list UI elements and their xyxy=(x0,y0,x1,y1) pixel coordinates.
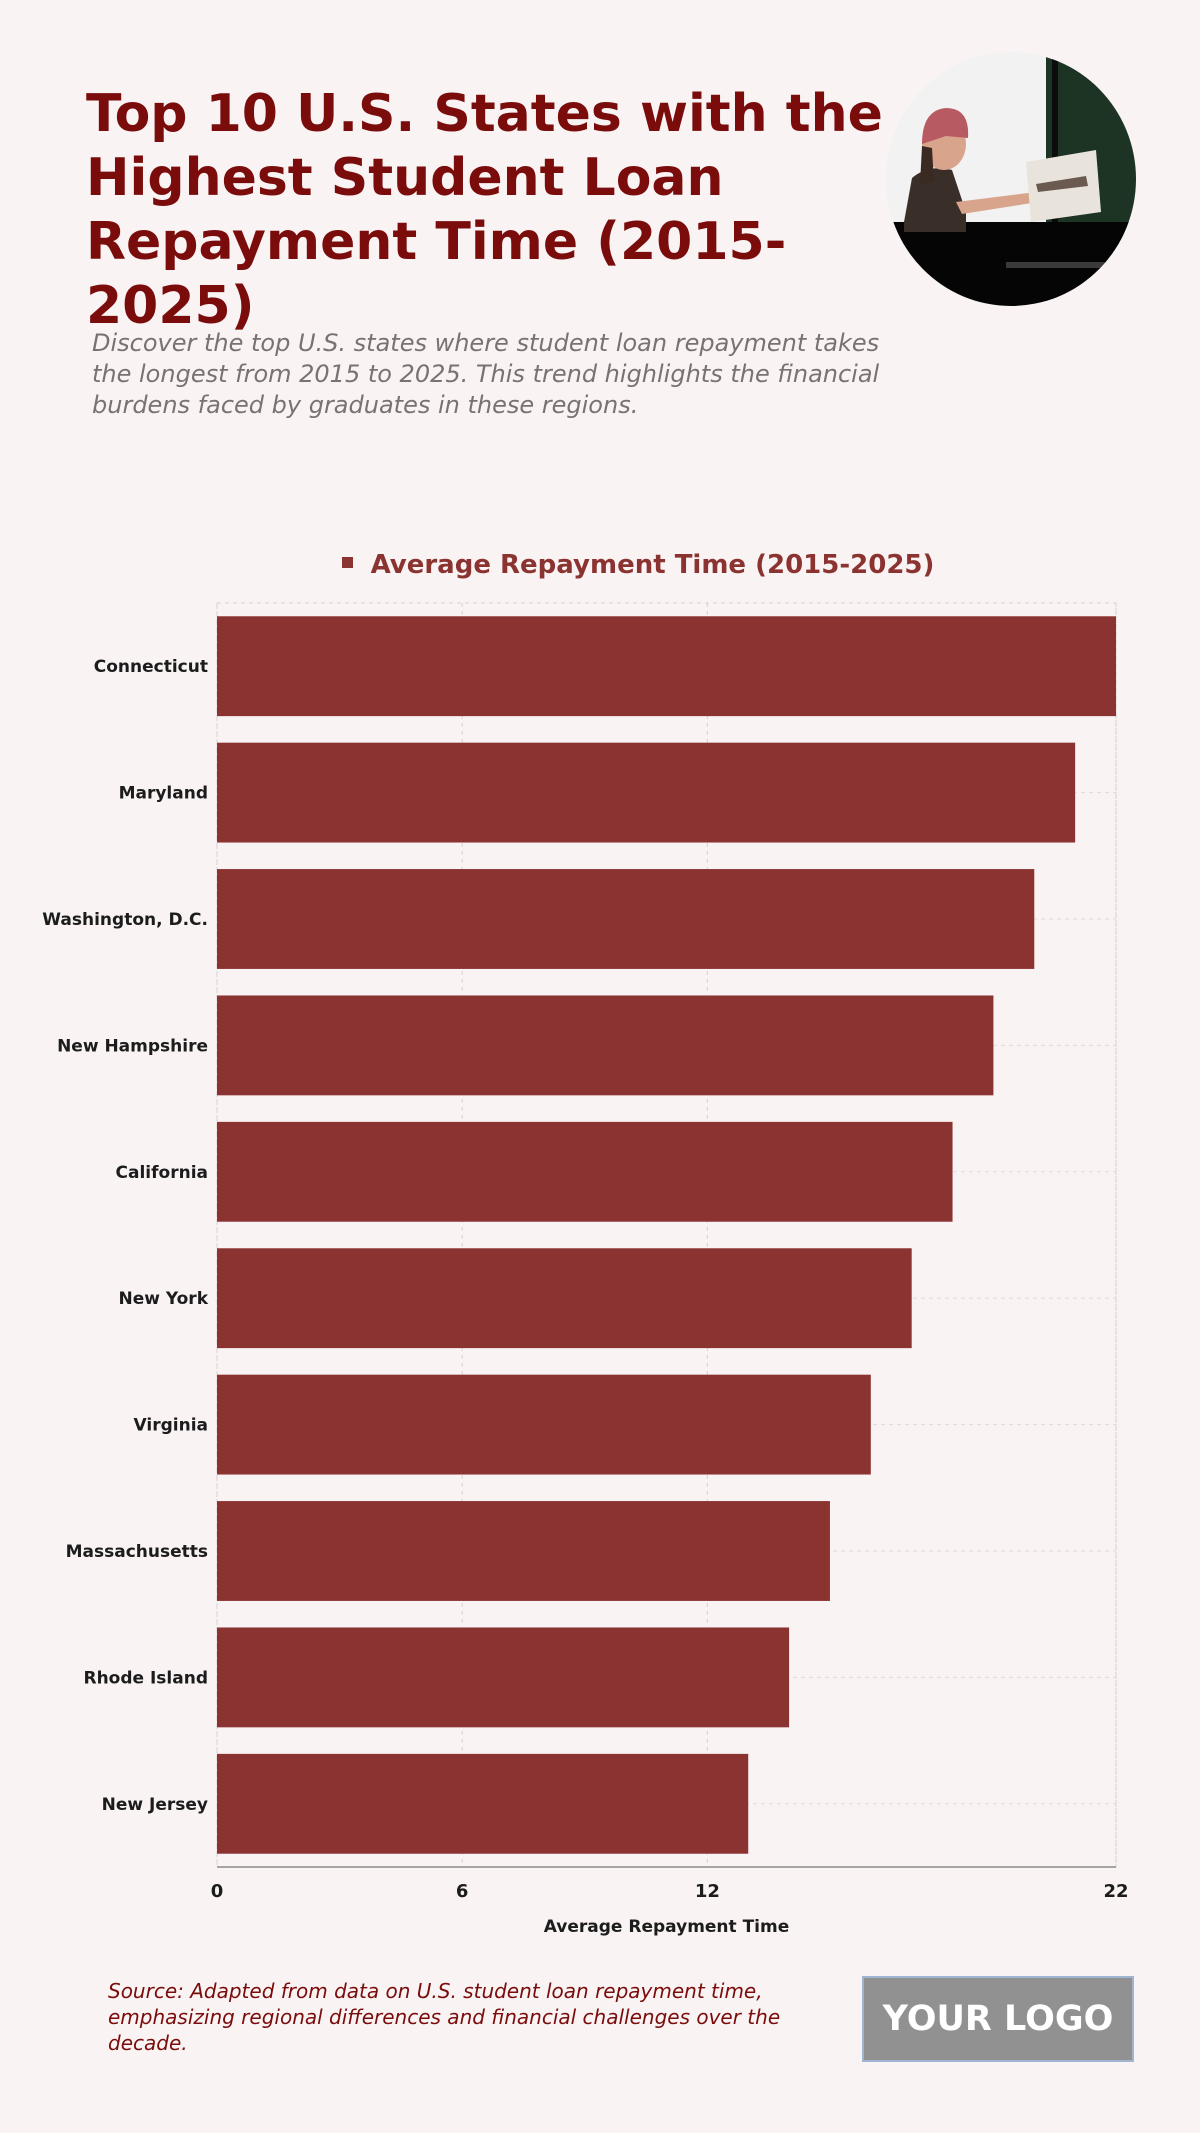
bar xyxy=(217,995,994,1096)
legend-swatch xyxy=(341,557,353,568)
header-photo xyxy=(886,52,1136,306)
category-label: Virginia xyxy=(134,1416,208,1436)
bar xyxy=(217,869,1035,969)
source-note: Source: Adapted from data on U.S. studen… xyxy=(108,1979,781,2055)
x-axis-title: Average Repayment Time xyxy=(544,1917,790,1937)
chart-title: Top 10 U.S. States with the Highest Stud… xyxy=(86,84,883,336)
bar xyxy=(217,1501,830,1601)
category-label: Maryland xyxy=(119,784,208,804)
legend-label: Average Repayment Time (2015-2025) xyxy=(370,550,935,580)
bar xyxy=(217,1374,871,1475)
x-tick-label: 12 xyxy=(695,1881,720,1902)
student-reading-image xyxy=(886,52,1136,306)
category-label: Connecticut xyxy=(94,657,208,677)
category-label: California xyxy=(116,1163,208,1183)
chart-legend: Average Repayment Time (2015-2025) xyxy=(0,550,1200,580)
x-tick-label: 6 xyxy=(456,1881,469,1902)
category-label: New York xyxy=(119,1289,209,1309)
category-label: Massachusetts xyxy=(66,1542,208,1562)
logo-placeholder: YOUR LOGO xyxy=(862,1976,1134,2062)
chart-subtitle: Discover the top U.S. states where stude… xyxy=(92,329,880,419)
bar xyxy=(217,1753,749,1854)
x-tick-label: 0 xyxy=(211,1881,224,1902)
category-label: Washington, D.C. xyxy=(42,910,208,930)
category-label: Rhode Island xyxy=(83,1668,208,1688)
bar xyxy=(217,742,1076,843)
bar xyxy=(217,616,1116,717)
bar xyxy=(217,1121,953,1222)
bar xyxy=(217,1248,912,1349)
category-label: New Jersey xyxy=(102,1795,208,1815)
bar-chart: Connecticut Maryland Washington, D.C. New H… xyxy=(42,602,1129,1937)
x-tick-label: 22 xyxy=(1103,1881,1128,1902)
bar xyxy=(217,1627,790,1728)
category-label: New Hampshire xyxy=(57,1036,208,1056)
